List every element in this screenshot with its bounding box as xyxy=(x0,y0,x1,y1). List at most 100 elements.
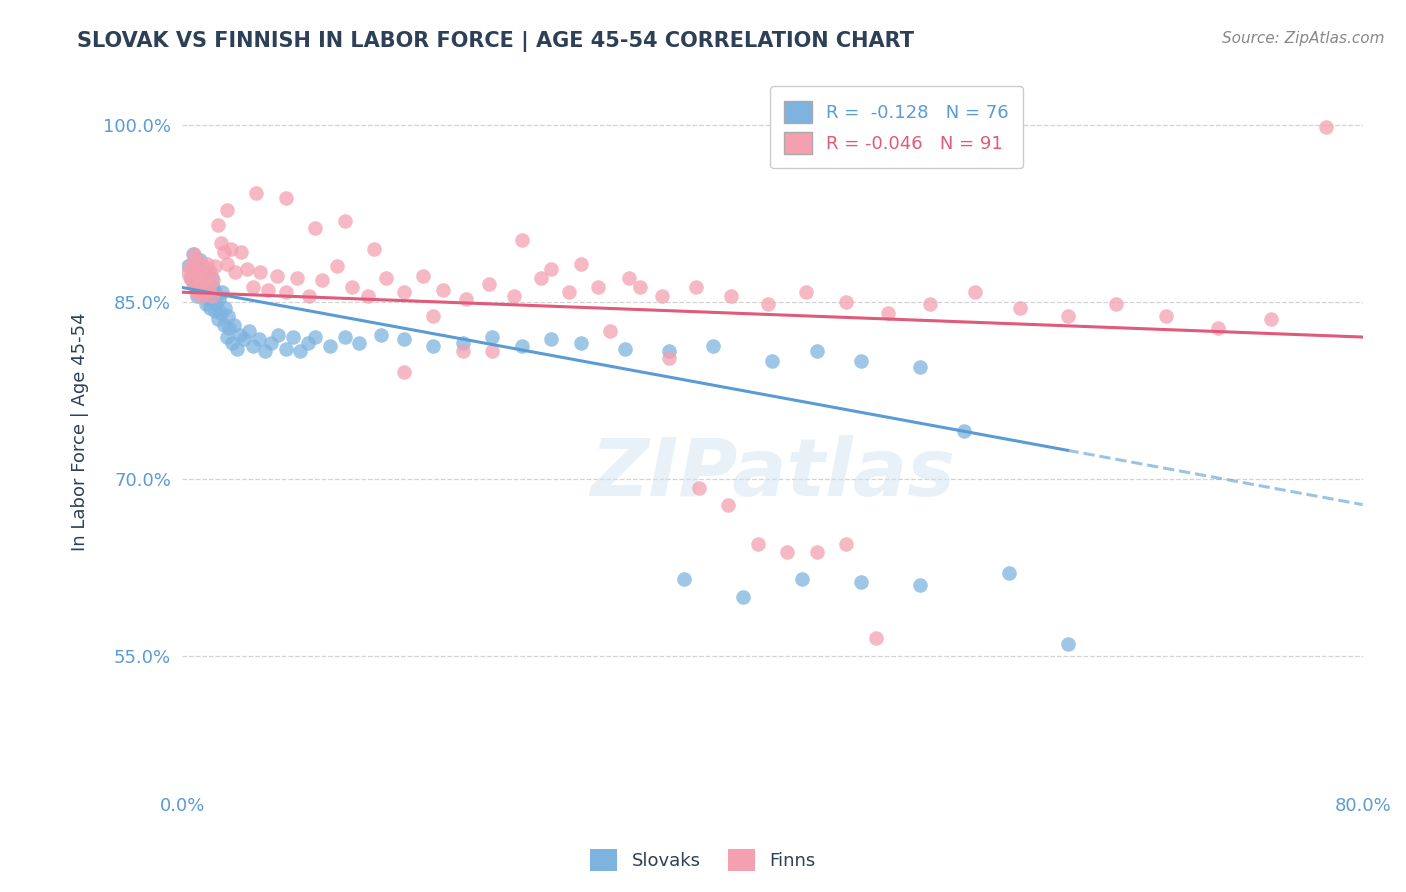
Point xyxy=(422,309,444,323)
Point xyxy=(1105,297,1128,311)
Point xyxy=(297,335,319,350)
Point xyxy=(180,257,202,271)
Point xyxy=(224,265,246,279)
Point xyxy=(191,265,214,279)
Point xyxy=(503,289,526,303)
Point xyxy=(790,572,813,586)
Point xyxy=(1315,120,1337,134)
Point xyxy=(253,344,276,359)
Point xyxy=(569,335,592,350)
Point xyxy=(274,285,297,300)
Point xyxy=(212,318,235,333)
Point xyxy=(747,536,769,550)
Point xyxy=(319,339,342,353)
Point xyxy=(188,253,211,268)
Point xyxy=(588,280,610,294)
Point xyxy=(412,268,434,283)
Point xyxy=(720,289,742,303)
Point xyxy=(530,271,553,285)
Point xyxy=(311,273,333,287)
Point xyxy=(540,332,562,346)
Point xyxy=(1206,320,1229,334)
Point xyxy=(658,351,681,366)
Point xyxy=(392,285,415,300)
Point xyxy=(219,242,242,256)
Point xyxy=(776,545,799,559)
Point xyxy=(1056,309,1078,323)
Point xyxy=(217,309,239,323)
Point xyxy=(432,283,454,297)
Point xyxy=(374,271,396,285)
Point xyxy=(215,330,238,344)
Point xyxy=(349,335,371,350)
Point xyxy=(186,253,208,268)
Point xyxy=(181,277,204,291)
Text: SLOVAK VS FINNISH IN LABOR FORCE | AGE 45-54 CORRELATION CHART: SLOVAK VS FINNISH IN LABOR FORCE | AGE 4… xyxy=(77,31,914,53)
Point xyxy=(242,280,264,294)
Point xyxy=(181,247,204,261)
Point xyxy=(835,294,858,309)
Point xyxy=(260,335,283,350)
Point xyxy=(256,283,278,297)
Point xyxy=(731,590,754,604)
Point xyxy=(290,344,312,359)
Point xyxy=(209,306,232,320)
Text: Source: ZipAtlas.com: Source: ZipAtlas.com xyxy=(1222,31,1385,46)
Point xyxy=(363,242,385,256)
Point xyxy=(198,265,221,279)
Point xyxy=(613,342,636,356)
Point xyxy=(183,247,205,261)
Point xyxy=(193,285,215,300)
Point xyxy=(569,257,592,271)
Point xyxy=(183,277,205,291)
Point xyxy=(481,344,503,359)
Point xyxy=(1156,309,1178,323)
Point xyxy=(685,280,707,294)
Point xyxy=(326,259,349,273)
Point xyxy=(357,289,380,303)
Point xyxy=(370,327,392,342)
Point xyxy=(672,572,695,586)
Point xyxy=(266,268,288,283)
Point xyxy=(205,297,228,311)
Point xyxy=(188,265,211,279)
Point xyxy=(204,304,226,318)
Point xyxy=(908,578,931,592)
Point xyxy=(756,297,779,311)
Point xyxy=(274,191,297,205)
Point xyxy=(194,297,217,311)
Point xyxy=(658,344,681,359)
Point xyxy=(187,280,209,294)
Point xyxy=(619,271,641,285)
Point xyxy=(510,233,533,247)
Point xyxy=(451,344,474,359)
Point xyxy=(211,285,233,300)
Point xyxy=(340,280,363,294)
Point xyxy=(186,289,208,303)
Point xyxy=(202,273,225,287)
Point xyxy=(454,293,477,307)
Point xyxy=(481,330,503,344)
Point xyxy=(176,265,198,279)
Point xyxy=(177,259,200,273)
Point xyxy=(806,344,828,359)
Point xyxy=(298,289,321,303)
Point xyxy=(194,277,217,291)
Legend: R =  -0.128   N = 76, R = -0.046   N = 91: R = -0.128 N = 76, R = -0.046 N = 91 xyxy=(770,87,1024,169)
Point xyxy=(202,280,225,294)
Point xyxy=(651,289,673,303)
Point xyxy=(201,271,224,285)
Point xyxy=(201,289,224,303)
Point xyxy=(195,293,218,307)
Point xyxy=(218,320,240,334)
Point xyxy=(222,318,245,333)
Point xyxy=(186,268,208,283)
Point xyxy=(558,285,581,300)
Point xyxy=(209,235,232,250)
Text: ZIPatlas: ZIPatlas xyxy=(591,435,955,513)
Point xyxy=(195,257,218,271)
Point xyxy=(238,324,260,338)
Point xyxy=(187,280,209,294)
Point xyxy=(796,285,818,300)
Point xyxy=(908,359,931,374)
